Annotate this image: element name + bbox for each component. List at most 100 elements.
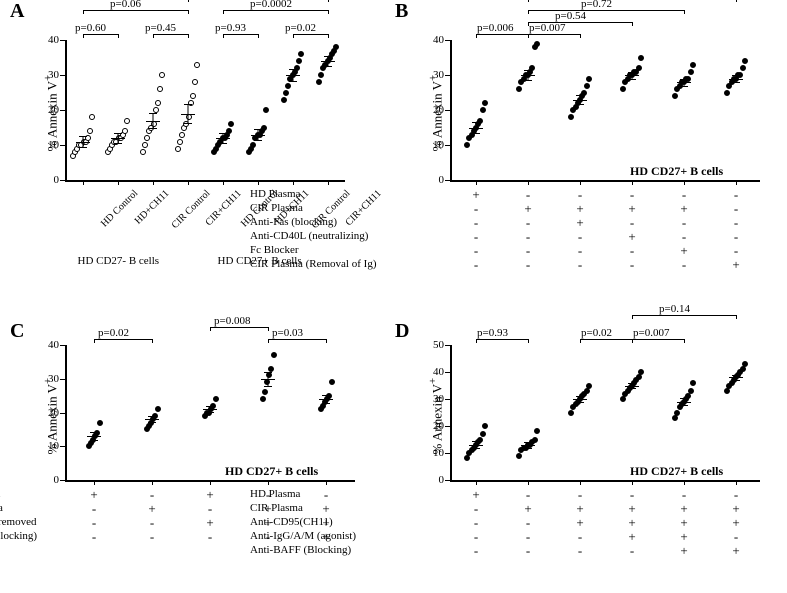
data-point bbox=[262, 389, 268, 395]
ytick-label: 40 bbox=[418, 34, 444, 46]
data-point bbox=[329, 379, 335, 385]
condition-label: CIR Plasma bbox=[250, 202, 297, 214]
pvalue-label: p=0.54 bbox=[555, 10, 586, 22]
data-point bbox=[584, 388, 590, 394]
data-point bbox=[584, 83, 590, 89]
data-point bbox=[144, 135, 150, 141]
data-point bbox=[638, 55, 644, 61]
condition-symbol: - bbox=[574, 543, 586, 559]
condition-label: CIR Plasma bbox=[250, 502, 297, 514]
data-point bbox=[333, 44, 339, 50]
data-point bbox=[672, 415, 678, 421]
data-point bbox=[534, 428, 540, 434]
data-point bbox=[142, 142, 148, 148]
condition-symbol: + bbox=[730, 257, 742, 273]
pvalue-label: p=0.006 bbox=[477, 22, 513, 34]
data-point bbox=[482, 100, 488, 106]
ytick-label: 40 bbox=[33, 34, 59, 46]
condition-label: Anti-Fas (blocking) bbox=[250, 216, 297, 228]
data-point bbox=[534, 41, 540, 47]
condition-label: Anti-CD95(CH11) bbox=[250, 516, 297, 528]
condition-symbol: - bbox=[574, 257, 586, 273]
condition-symbol: - bbox=[204, 529, 216, 545]
data-point bbox=[516, 86, 522, 92]
data-point bbox=[89, 114, 95, 120]
data-point bbox=[271, 352, 277, 358]
celltype-label: HD CD27+ B cells bbox=[630, 164, 723, 179]
ytick-label: 0 bbox=[418, 474, 444, 486]
condition-label: HD Plasma bbox=[250, 488, 297, 500]
data-point bbox=[175, 146, 181, 152]
data-point bbox=[740, 65, 746, 71]
condition-symbol: + bbox=[730, 543, 742, 559]
ytick-label: 40 bbox=[418, 366, 444, 378]
data-point bbox=[464, 142, 470, 148]
data-point bbox=[480, 431, 486, 437]
condition-label: Fc Blocker bbox=[250, 244, 297, 256]
data-point bbox=[636, 65, 642, 71]
data-point bbox=[261, 125, 267, 131]
condition-label: CIR Plasma (Removal of Ig) bbox=[250, 258, 297, 270]
data-point bbox=[724, 388, 730, 394]
data-point bbox=[159, 72, 165, 78]
ytick-label: 0 bbox=[418, 174, 444, 186]
data-point bbox=[97, 420, 103, 426]
y-axis-label: % Annexin V+ bbox=[42, 75, 60, 152]
condition-symbol: - bbox=[678, 257, 690, 273]
data-point bbox=[638, 369, 644, 375]
data-point bbox=[724, 90, 730, 96]
data-point bbox=[124, 118, 130, 124]
data-point bbox=[464, 455, 470, 461]
condition-label: Anti-BAFF (Blocking) bbox=[250, 544, 297, 556]
condition-label: Anti-CD40L (neutralizing) bbox=[250, 230, 297, 242]
data-point bbox=[690, 380, 696, 386]
data-point bbox=[179, 132, 185, 138]
pvalue-label: p=0.008 bbox=[214, 315, 250, 327]
pvalue-label: p=0.007 bbox=[633, 327, 669, 339]
data-point bbox=[672, 93, 678, 99]
data-point bbox=[740, 366, 746, 372]
celltype-label: HD CD27+ B cells bbox=[225, 464, 318, 479]
data-point bbox=[482, 423, 488, 429]
panel-label: B bbox=[395, 0, 408, 23]
panel-label: D bbox=[395, 320, 409, 343]
ytick-label: 0 bbox=[33, 174, 59, 186]
pvalue-label: p=0.007 bbox=[529, 22, 565, 34]
data-point bbox=[192, 79, 198, 85]
pvalue-label: p=0.93 bbox=[477, 327, 508, 339]
data-point bbox=[155, 100, 161, 106]
y-axis-label: % Annexin V+ bbox=[427, 377, 445, 454]
data-point bbox=[480, 107, 486, 113]
data-point bbox=[620, 86, 626, 92]
condition-symbol: - bbox=[146, 529, 158, 545]
pvalue-label: p=0.0002 bbox=[250, 0, 292, 10]
data-point bbox=[690, 62, 696, 68]
data-point bbox=[636, 374, 642, 380]
data-point bbox=[122, 128, 128, 134]
data-point bbox=[688, 388, 694, 394]
data-point bbox=[140, 149, 146, 155]
data-point bbox=[586, 76, 592, 82]
data-point bbox=[226, 128, 232, 134]
data-point bbox=[674, 410, 680, 416]
data-point bbox=[285, 83, 291, 89]
condition-symbol: - bbox=[470, 257, 482, 273]
data-point bbox=[688, 69, 694, 75]
condition-symbol: - bbox=[522, 543, 534, 559]
ytick-label: 0 bbox=[33, 474, 59, 486]
data-point bbox=[194, 62, 200, 68]
data-point bbox=[263, 107, 269, 113]
data-point bbox=[283, 90, 289, 96]
panel-label: A bbox=[10, 0, 24, 23]
pvalue-label: p=0.60 bbox=[75, 22, 106, 34]
pvalue-label: p=0.14 bbox=[659, 303, 690, 315]
group-label: HD CD27- B cells bbox=[78, 255, 160, 267]
data-point bbox=[318, 72, 324, 78]
pvalue-label: p=0.02 bbox=[98, 327, 129, 339]
data-point bbox=[268, 366, 274, 372]
ytick-label: 40 bbox=[33, 339, 59, 351]
data-point bbox=[620, 396, 626, 402]
data-point bbox=[260, 396, 266, 402]
data-point bbox=[586, 383, 592, 389]
pvalue-label: p=0.93 bbox=[215, 22, 246, 34]
